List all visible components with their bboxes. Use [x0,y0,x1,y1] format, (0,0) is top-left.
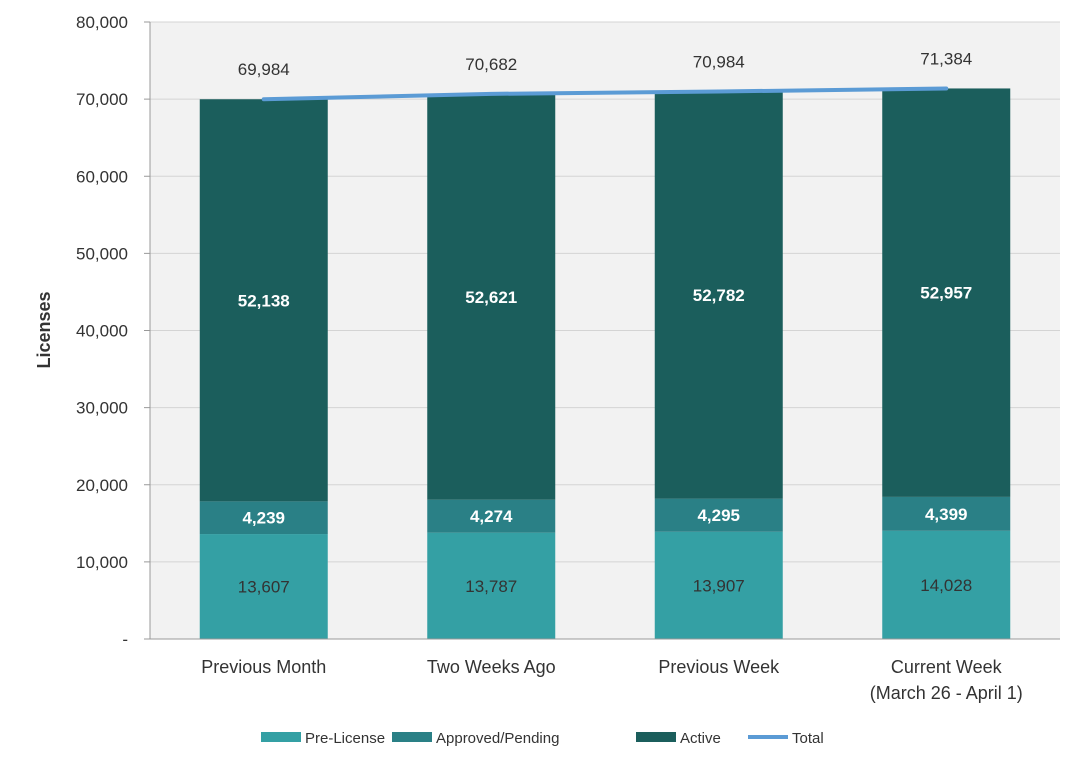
data-label: 4,239 [242,509,285,528]
y-tick-label: 20,000 [76,476,128,495]
bar-approved-pending [654,498,783,532]
bar-active [427,93,556,500]
x-axis: Previous Month Two Weeks Ago Previous Week… [150,638,1060,703]
bar-pre-license [199,534,328,639]
bar-pre-license [427,532,556,639]
bar-active [654,91,783,499]
legend-label: Total [792,730,824,747]
legend-label: Pre-License [305,730,385,747]
legend-swatch [636,732,676,742]
bar-active [882,88,1011,497]
bar-pre-license [654,531,783,639]
y-tick-label: - [122,630,128,649]
y-tick-label: 50,000 [76,244,128,263]
x-tick-label: Two Weeks Ago [427,657,556,677]
legend-label: Active [680,730,721,747]
bars: 13,607 4,239 52,138 13,787 4,274 52,621 13,907… [199,88,1011,639]
legend-swatch [392,732,432,742]
x-tick-label: Current Week (March 26 - April 1) [870,657,1023,703]
y-tick-label: 40,000 [76,322,128,341]
total-label: 69,984 [238,60,290,79]
data-label: 13,787 [465,577,517,596]
legend: Pre-License Approved/Pending Active Total [261,730,824,747]
data-label: 52,138 [238,291,290,310]
data-label: 52,782 [693,286,745,305]
data-label: 4,399 [925,505,968,524]
data-label: 52,957 [920,284,972,303]
legend-swatch [261,732,301,742]
bar-approved-pending [427,499,556,533]
y-tick-label: 80,000 [76,13,128,32]
data-label: 4,274 [470,507,513,526]
y-axis-label: Licenses [34,291,54,368]
total-line: 69,984 70,682 70,984 71,384 [238,49,972,102]
bar-active [199,99,328,502]
total-label: 70,682 [465,55,517,74]
y-axis: - 10,000 20,000 30,000 40,000 50,000 60,000 70,… [76,13,151,649]
bar-approved-pending [199,501,328,535]
data-label: 52,621 [465,288,517,307]
total-label: 70,984 [693,53,745,72]
data-label: 13,907 [693,576,745,595]
x-tick-label: Previous Month [201,657,326,677]
y-tick-label: 10,000 [76,553,128,572]
y-tick-label: 60,000 [76,167,128,186]
total-series-line [261,86,949,102]
data-label: 4,295 [697,506,740,525]
data-label: 13,607 [238,578,290,597]
bar-approved-pending [882,496,1011,531]
legend-label: Approved/Pending [436,730,559,747]
x-tick-label: Previous Week [658,657,780,677]
data-label: 14,028 [920,576,972,595]
y-tick-label: 30,000 [76,399,128,418]
total-label: 71,384 [920,49,972,68]
bar-pre-license [882,530,1011,639]
y-tick-label: 70,000 [76,90,128,109]
